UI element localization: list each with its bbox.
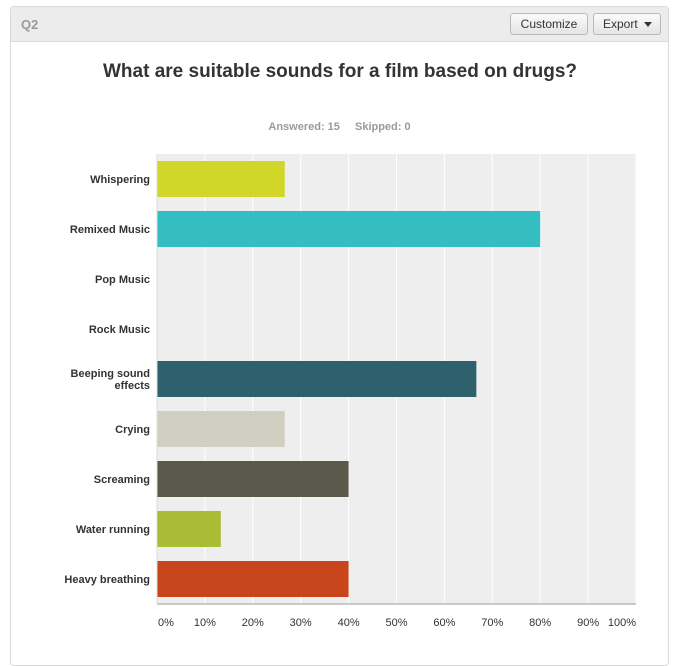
x-tick-label: 20% (242, 617, 264, 629)
category-label: Crying (115, 424, 150, 436)
x-tick-label: 50% (385, 617, 407, 629)
category-label: Whispering (90, 174, 150, 186)
x-tick-label: 80% (529, 617, 551, 629)
bar[interactable] (157, 411, 285, 447)
category-label: Pop Music (95, 274, 150, 286)
bar[interactable] (157, 211, 541, 247)
customize-button[interactable]: Customize (510, 13, 588, 35)
x-tick-label: 40% (338, 617, 360, 629)
question-number: Q2 (21, 17, 39, 32)
answered-count: Answered: 15 (268, 121, 340, 133)
bar[interactable] (157, 361, 477, 397)
bar[interactable] (157, 561, 349, 597)
x-tick-label: 100% (608, 617, 636, 629)
bar[interactable] (157, 461, 349, 497)
x-tick-label: 90% (577, 617, 599, 629)
category-label: Water running (76, 524, 150, 536)
category-label: Beeping sound effects (71, 368, 150, 392)
bar[interactable] (157, 511, 221, 547)
bar[interactable] (157, 161, 285, 197)
x-tick-label: 60% (433, 617, 455, 629)
chevron-down-icon (644, 22, 652, 27)
skipped-count: Skipped: 0 (354, 121, 411, 133)
chart-title: What are suitable sounds for a film base… (102, 61, 577, 82)
x-tick-label: 10% (194, 617, 216, 629)
category-label: Remixed Music (70, 224, 150, 236)
category-label: Rock Music (89, 324, 150, 336)
x-tick-label: 70% (481, 617, 503, 629)
x-tick-label: 30% (290, 617, 312, 629)
x-tick-label: 0% (158, 617, 174, 629)
export-label: Export (603, 17, 638, 31)
category-label: Heavy breathing (64, 574, 150, 586)
card-header: Q2 Customize Export (11, 7, 668, 42)
category-label: Screaming (94, 474, 150, 486)
export-button[interactable]: Export (593, 13, 661, 35)
response-stats: Answered: 15 Skipped: 0 (0, 121, 679, 133)
